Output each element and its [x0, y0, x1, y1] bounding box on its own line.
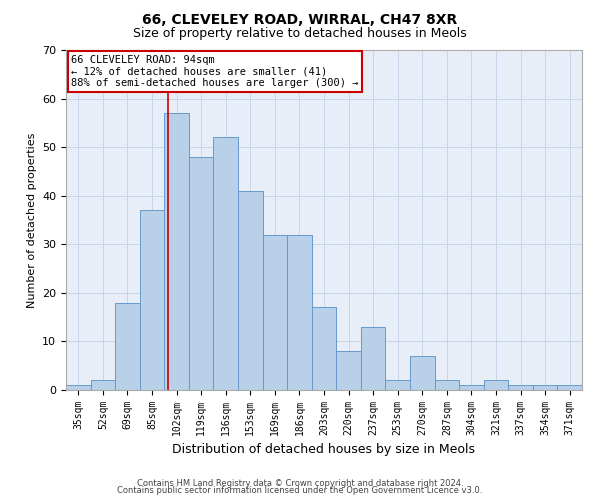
Text: Size of property relative to detached houses in Meols: Size of property relative to detached ho… — [133, 28, 467, 40]
Bar — [533, 385, 557, 390]
Bar — [385, 380, 410, 390]
Bar — [238, 191, 263, 390]
Bar — [140, 210, 164, 390]
Y-axis label: Number of detached properties: Number of detached properties — [26, 132, 37, 308]
Bar — [263, 234, 287, 390]
Bar — [66, 385, 91, 390]
Bar — [508, 385, 533, 390]
Bar — [434, 380, 459, 390]
Bar — [91, 380, 115, 390]
Bar — [164, 113, 189, 390]
Bar — [557, 385, 582, 390]
Bar — [189, 157, 214, 390]
Bar — [214, 138, 238, 390]
X-axis label: Distribution of detached houses by size in Meols: Distribution of detached houses by size … — [173, 444, 476, 456]
Bar — [410, 356, 434, 390]
Bar — [361, 327, 385, 390]
Text: 66 CLEVELEY ROAD: 94sqm
← 12% of detached houses are smaller (41)
88% of semi-de: 66 CLEVELEY ROAD: 94sqm ← 12% of detache… — [71, 55, 359, 88]
Text: Contains public sector information licensed under the Open Government Licence v3: Contains public sector information licen… — [118, 486, 482, 495]
Text: Contains HM Land Registry data © Crown copyright and database right 2024.: Contains HM Land Registry data © Crown c… — [137, 478, 463, 488]
Bar — [336, 351, 361, 390]
Bar — [115, 302, 140, 390]
Bar — [459, 385, 484, 390]
Bar — [484, 380, 508, 390]
Text: 66, CLEVELEY ROAD, WIRRAL, CH47 8XR: 66, CLEVELEY ROAD, WIRRAL, CH47 8XR — [142, 12, 458, 26]
Bar — [287, 234, 312, 390]
Bar — [312, 308, 336, 390]
